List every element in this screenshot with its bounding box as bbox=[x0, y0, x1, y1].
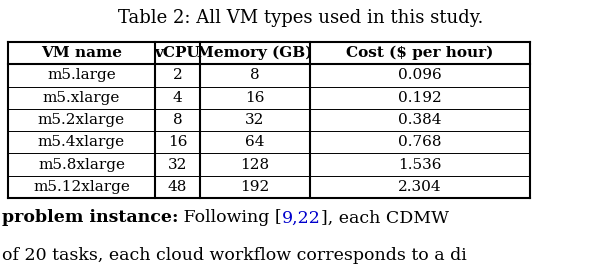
Text: m5.large: m5.large bbox=[47, 68, 116, 82]
Text: ], each CDMW: ], each CDMW bbox=[321, 209, 449, 227]
Text: VM name: VM name bbox=[41, 46, 122, 60]
Text: 128: 128 bbox=[240, 158, 270, 172]
Text: 4: 4 bbox=[173, 91, 182, 105]
Text: 9,22: 9,22 bbox=[282, 209, 321, 227]
Text: 8: 8 bbox=[250, 68, 260, 82]
Text: 1.536: 1.536 bbox=[399, 158, 442, 172]
Text: 0.768: 0.768 bbox=[399, 135, 442, 149]
Text: 192: 192 bbox=[240, 180, 270, 194]
Text: 0.192: 0.192 bbox=[398, 91, 442, 105]
Text: 8: 8 bbox=[173, 113, 182, 127]
Text: Cost ($ per hour): Cost ($ per hour) bbox=[346, 46, 494, 60]
Text: Following [: Following [ bbox=[179, 209, 282, 227]
Text: 0.384: 0.384 bbox=[399, 113, 442, 127]
Text: 48: 48 bbox=[168, 180, 187, 194]
Text: of 20 tasks, each cloud workflow corresponds to a di: of 20 tasks, each cloud workflow corresp… bbox=[2, 248, 467, 265]
Text: 2: 2 bbox=[173, 68, 182, 82]
Text: 32: 32 bbox=[168, 158, 187, 172]
Text: 0.096: 0.096 bbox=[398, 68, 442, 82]
Text: 64: 64 bbox=[245, 135, 265, 149]
Text: problem instance:: problem instance: bbox=[2, 209, 179, 227]
Text: 2.304: 2.304 bbox=[398, 180, 442, 194]
Text: m5.8xlarge: m5.8xlarge bbox=[38, 158, 125, 172]
Text: Table 2: All VM types used in this study.: Table 2: All VM types used in this study… bbox=[119, 9, 483, 27]
Text: 16: 16 bbox=[245, 91, 265, 105]
Text: m5.xlarge: m5.xlarge bbox=[43, 91, 120, 105]
Text: vCPU: vCPU bbox=[155, 46, 200, 60]
Text: m5.12xlarge: m5.12xlarge bbox=[33, 180, 130, 194]
Text: m5.2xlarge: m5.2xlarge bbox=[38, 113, 125, 127]
Text: 16: 16 bbox=[168, 135, 187, 149]
Text: 32: 32 bbox=[245, 113, 265, 127]
Text: m5.4xlarge: m5.4xlarge bbox=[38, 135, 125, 149]
Text: Memory (GB): Memory (GB) bbox=[197, 46, 313, 60]
